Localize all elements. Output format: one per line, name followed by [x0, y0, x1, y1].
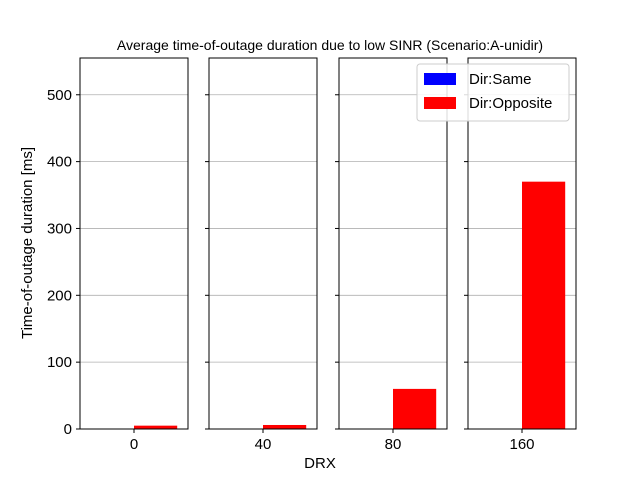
panel-frame: [208, 57, 318, 430]
x-tick-label: 160: [509, 436, 534, 453]
y-tick-label: 0: [64, 421, 72, 438]
y-tick-label: 500: [47, 87, 72, 104]
x-tick-label: 0: [130, 436, 138, 453]
panel-80: 80: [335, 57, 448, 453]
legend-entry: Dir:Same: [469, 71, 532, 88]
panel-40: 40: [205, 57, 318, 453]
y-tick-label: 400: [47, 154, 72, 171]
bar-dir-opposite-160: [522, 181, 566, 429]
legend: Dir:Same Dir:Opposite: [416, 63, 570, 122]
x-axis-label: DRX: [304, 455, 336, 472]
chart-title: Average time-of-outage duration due to l…: [117, 37, 543, 53]
panel-0: 0 100 200 300 400 500 0: [47, 57, 189, 453]
bar-dir-opposite-80: [393, 388, 437, 429]
subplot-panels: 0 100 200 300 400 500 0 40 80 160: [47, 57, 577, 453]
y-tick-label: 100: [47, 354, 72, 371]
y-tick-label: 300: [47, 220, 72, 237]
y-axis-label: Time-of-outage duration [ms]: [19, 147, 36, 339]
y-tick-label: 200: [47, 287, 72, 304]
panel-frame: [79, 57, 189, 430]
legend-swatch: [424, 97, 456, 109]
legend-entry: Dir:Opposite: [469, 95, 552, 112]
x-tick-label: 80: [385, 436, 402, 453]
bar-dir-opposite-0: [134, 425, 178, 429]
bar-dir-opposite-40: [263, 424, 307, 429]
legend-swatch: [424, 73, 456, 85]
x-tick-label: 40: [255, 436, 272, 453]
